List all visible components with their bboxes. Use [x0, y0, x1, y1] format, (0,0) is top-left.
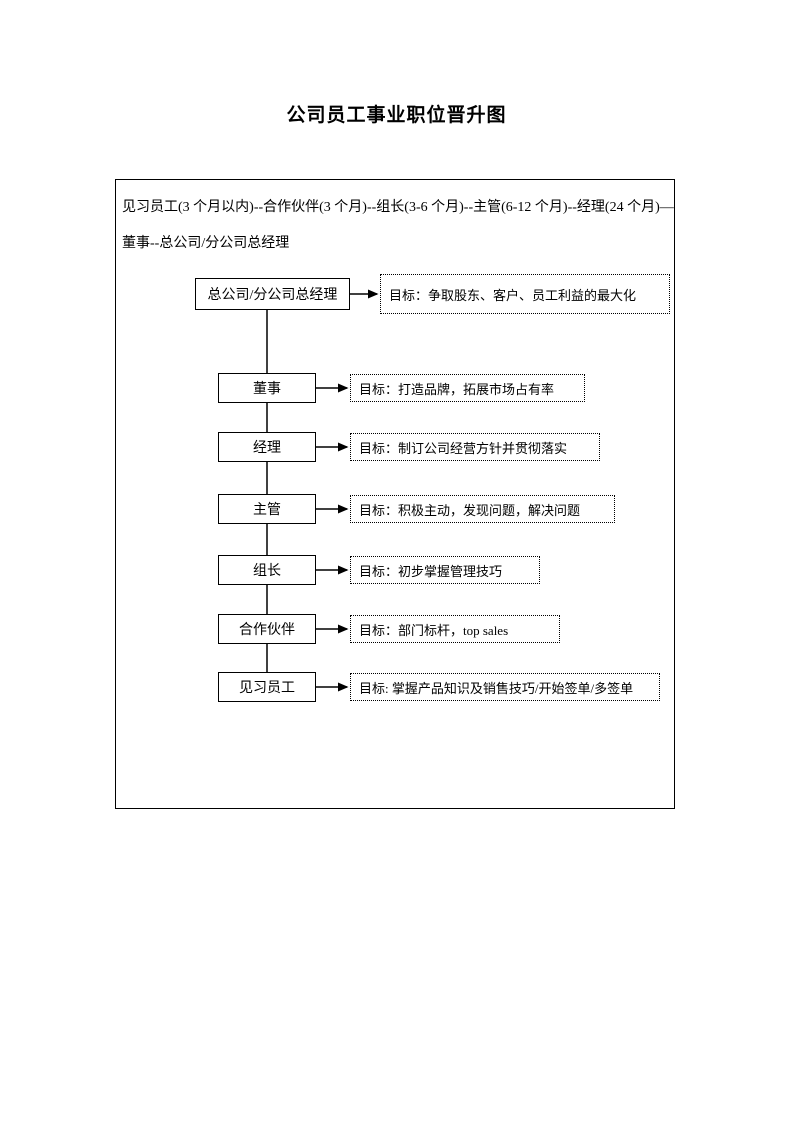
node-partner: 合作伙伴 — [218, 614, 316, 644]
goal-supervisor: 目标：积极主动，发现问题，解决问题 — [350, 495, 615, 523]
node-trainee: 见习员工 — [218, 672, 316, 702]
node-director: 董事 — [218, 373, 316, 403]
node-general-manager: 总公司/分公司总经理 — [195, 278, 350, 310]
node-label: 见习员工 — [239, 677, 295, 697]
node-label: 组长 — [253, 560, 281, 580]
node-label: 总公司/分公司总经理 — [208, 284, 338, 304]
page-title: 公司员工事业职位晋升图 — [0, 100, 793, 127]
goal-text: 目标：积极主动，发现问题，解决问题 — [359, 500, 580, 519]
goal-general-manager: 目标：争取股东、客户、员工利益的最大化 — [380, 274, 670, 314]
goal-text: 目标：部门标杆，top sales — [359, 620, 508, 639]
goal-text: 目标：争取股东、客户、员工利益的最大化 — [389, 285, 636, 304]
node-label: 主管 — [253, 499, 281, 519]
node-team-lead: 组长 — [218, 555, 316, 585]
goal-text: 目标：初步掌握管理技巧 — [359, 561, 502, 580]
goal-text: 目标: 掌握产品知识及销售技巧/开始签单/多签单 — [359, 678, 633, 697]
node-label: 董事 — [253, 378, 281, 398]
node-label: 经理 — [253, 437, 281, 457]
node-supervisor: 主管 — [218, 494, 316, 524]
goal-team-lead: 目标：初步掌握管理技巧 — [350, 556, 540, 584]
node-label: 合作伙伴 — [239, 619, 295, 639]
goal-text: 目标：打造品牌，拓展市场占有率 — [359, 379, 554, 398]
goal-manager: 目标：制订公司经营方针并贯彻落实 — [350, 433, 600, 461]
progression-text: 见习员工(3 个月以内)--合作伙伴(3 个月)--组长(3-6 个月)--主管… — [122, 190, 682, 263]
goal-text: 目标：制订公司经营方针并贯彻落实 — [359, 438, 567, 457]
goal-director: 目标：打造品牌，拓展市场占有率 — [350, 374, 585, 402]
goal-trainee: 目标: 掌握产品知识及销售技巧/开始签单/多签单 — [350, 673, 660, 701]
node-manager: 经理 — [218, 432, 316, 462]
goal-partner: 目标：部门标杆，top sales — [350, 615, 560, 643]
